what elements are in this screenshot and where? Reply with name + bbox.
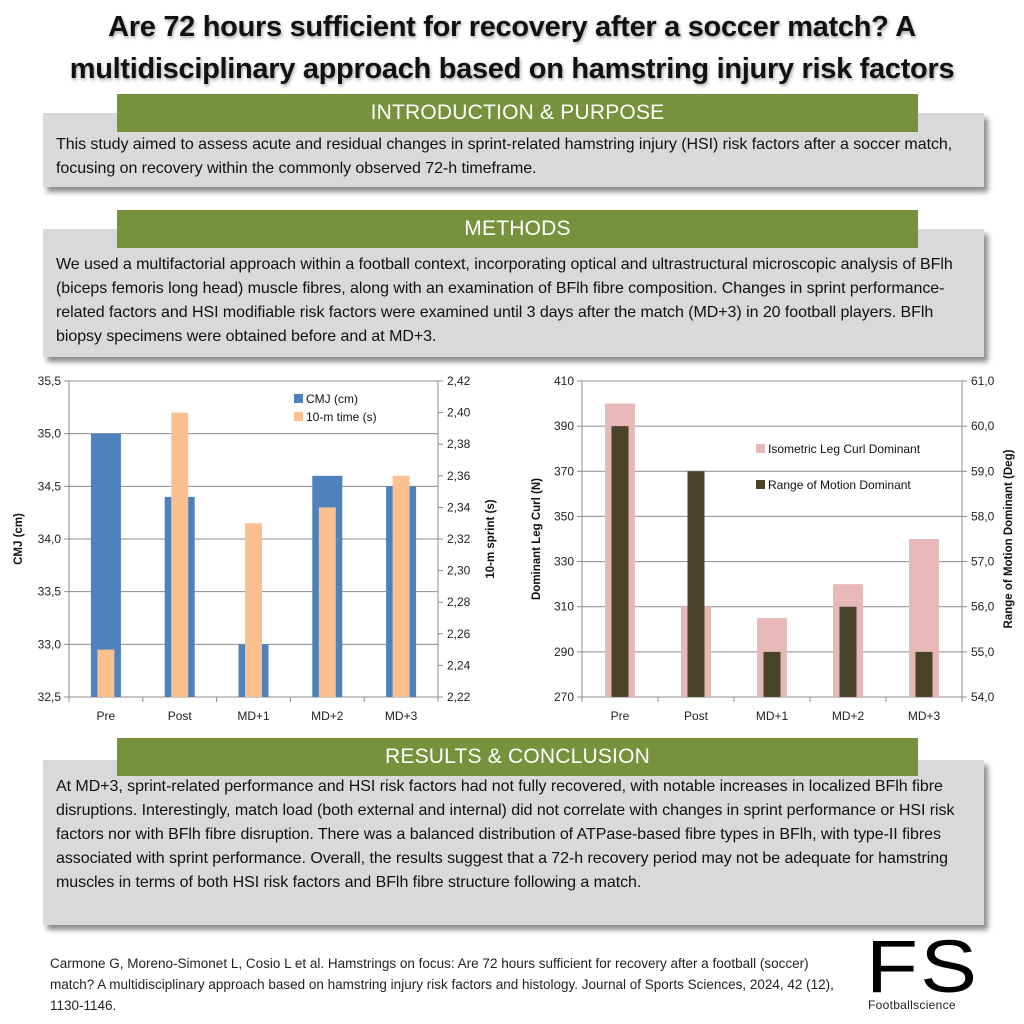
bar-range-of-motion-dominant-md3: [915, 651, 933, 697]
y-tick-right: 56,0: [971, 600, 995, 614]
y-tick-left: 330: [554, 555, 574, 569]
legend-label: Range of Motion Dominant: [768, 478, 911, 492]
legend-swatch: [756, 480, 765, 489]
bar-cmj-cm--pre: [90, 433, 121, 697]
intro-text: This study aimed to assess acute and res…: [56, 136, 953, 177]
y-tick-left: 33,0: [38, 637, 62, 651]
legend-swatch: [294, 412, 303, 421]
bar-cmj-cm--md3: [386, 486, 417, 697]
legend-swatch: [756, 444, 765, 453]
bar-10-m-time-s--pre: [97, 649, 115, 697]
results-box: [43, 760, 984, 925]
legend-label: 10-m time (s): [306, 410, 377, 424]
y-tick-right: 55,0: [971, 645, 995, 659]
y-tick-left: 390: [554, 419, 574, 433]
bar-cmj-cm--md2: [312, 475, 343, 697]
citation: Carmone G, Moreno-Simonet L, Cosio L et …: [50, 956, 834, 1013]
y-tick-right: 2,28: [447, 595, 471, 609]
footballscience-logo-mark: FS: [866, 925, 980, 1008]
bar-10-m-time-s--md2: [318, 507, 336, 697]
y-tick-right: 2,22: [447, 690, 471, 704]
y-axis-title-right: 10-m sprint (s): [485, 499, 497, 578]
results-header: RESULTS & CONCLUSION: [117, 738, 918, 776]
y-tick-right: 2,38: [447, 437, 471, 451]
y-tick-right: 57,0: [971, 555, 995, 569]
x-tick-label: MD+1: [756, 709, 789, 723]
x-tick-label: Post: [684, 709, 709, 723]
y-tick-right: 2,24: [447, 658, 471, 672]
y-tick-right: 54,0: [971, 690, 995, 704]
x-tick-label: MD+3: [385, 709, 418, 723]
bar-cmj-cm--md1: [238, 644, 269, 697]
y-tick-right: 59,0: [971, 464, 995, 478]
x-tick-label: Pre: [611, 709, 630, 723]
y-tick-right: 2,42: [447, 374, 471, 388]
y-tick-left: 35,5: [38, 374, 62, 388]
legend-swatch: [294, 394, 303, 403]
x-tick-label: Pre: [97, 709, 116, 723]
y-tick-right: 58,0: [971, 509, 995, 523]
bar-isometric-leg-curl-dominant-md3: [909, 539, 939, 697]
bar-10-m-time-s--md1: [245, 523, 262, 697]
y-tick-left: 35,0: [38, 427, 62, 441]
y-tick-right: 61,0: [971, 374, 995, 388]
y-tick-left: 290: [554, 645, 574, 659]
bar-isometric-leg-curl-dominant-pre: [605, 403, 635, 697]
footballscience-logo-name: Footballscience: [868, 998, 956, 1012]
y-tick-left: 34,5: [38, 479, 62, 493]
y-tick-left: 310: [554, 600, 574, 614]
x-tick-label: Post: [168, 709, 193, 723]
x-tick-label: MD+2: [832, 709, 865, 723]
methods-header: METHODS: [117, 210, 918, 248]
legend-box: [290, 382, 437, 433]
poster-title: Are 72 hours sufficient for recovery aft…: [0, 6, 1024, 90]
y-tick-right: 2,26: [447, 627, 471, 641]
y-axis-title-right: Range of Motion Dominant (Deg): [1003, 449, 1015, 628]
y-tick-left: 270: [554, 690, 574, 704]
legend-label: CMJ (cm): [306, 392, 358, 406]
x-tick-label: MD+1: [237, 709, 270, 723]
title-line-1: Are 72 hours sufficient for recovery aft…: [108, 11, 916, 43]
bar-isometric-leg-curl-dominant-md2: [833, 584, 863, 697]
y-tick-left: 350: [554, 509, 574, 523]
bar-10-m-time-s--post: [171, 412, 189, 697]
intro-header: INTRODUCTION & PURPOSE: [117, 94, 918, 132]
y-tick-left: 34,0: [38, 532, 62, 546]
x-tick-label: MD+2: [311, 709, 344, 723]
bar-isometric-leg-curl-dominant-post: [681, 606, 711, 697]
bar-range-of-motion-dominant-md2: [839, 606, 857, 697]
y-axis-title-left: CMJ (cm): [13, 513, 25, 565]
y-tick-left: 370: [554, 464, 574, 478]
bar-cmj-cm--post: [164, 496, 195, 697]
bar-range-of-motion-dominant-md1: [763, 651, 781, 697]
y-tick-right: 2,40: [447, 406, 471, 420]
y-axis-title-left: Dominant Leg Curl (N): [531, 478, 543, 600]
y-tick-left: 410: [554, 374, 574, 388]
y-tick-right: 2,34: [447, 500, 471, 514]
y-tick-right: 60,0: [971, 419, 995, 433]
legend-label: Isometric Leg Curl Dominant: [768, 442, 921, 456]
results-text: At MD+3, sprint-related performance and …: [56, 778, 955, 891]
bar-isometric-leg-curl-dominant-md1: [757, 618, 787, 697]
y-tick-left: 33,5: [38, 585, 62, 599]
methods-box: [43, 229, 984, 357]
bar-range-of-motion-dominant-pre: [611, 426, 629, 697]
y-tick-right: 2,30: [447, 564, 471, 578]
y-tick-right: 2,36: [447, 469, 471, 483]
bar-range-of-motion-dominant-post: [687, 471, 705, 697]
y-tick-left: 32,5: [38, 690, 62, 704]
bar-10-m-time-s--md3: [392, 475, 410, 697]
methods-text: We used a multifactorial approach within…: [56, 256, 953, 345]
x-tick-label: MD+3: [908, 709, 941, 723]
y-tick-right: 2,32: [447, 532, 471, 546]
title-line-2: multidisciplinary approach based on hams…: [69, 53, 955, 85]
